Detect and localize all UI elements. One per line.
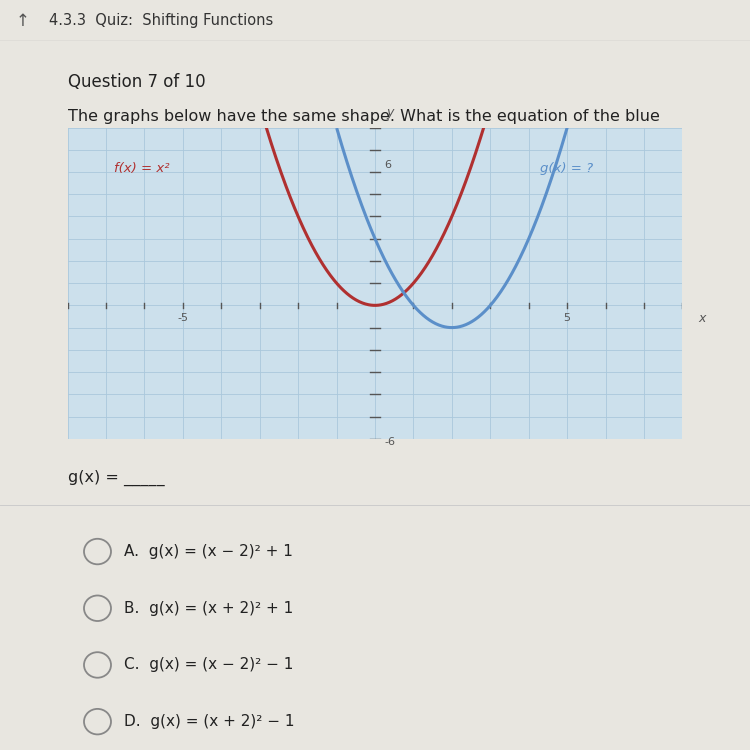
Text: -6: -6 [385, 436, 395, 446]
Text: ↑: ↑ [16, 12, 29, 29]
Text: graph?: graph? [68, 137, 123, 152]
Text: -5: -5 [177, 314, 188, 323]
Text: A.  g(x) = (x − 2)² + 1: A. g(x) = (x − 2)² + 1 [124, 544, 292, 559]
Text: Question 7 of 10: Question 7 of 10 [68, 74, 205, 92]
Text: D.  g(x) = (x + 2)² − 1: D. g(x) = (x + 2)² − 1 [124, 714, 294, 729]
Text: B.  g(x) = (x + 2)² + 1: B. g(x) = (x + 2)² + 1 [124, 601, 293, 616]
Text: x: x [698, 312, 705, 325]
Text: f(x) = x²: f(x) = x² [114, 162, 170, 175]
Text: The graphs below have the same shape. What is the equation of the blue: The graphs below have the same shape. Wh… [68, 109, 659, 124]
Text: 5: 5 [564, 314, 571, 323]
Text: C.  g(x) = (x − 2)² − 1: C. g(x) = (x − 2)² − 1 [124, 658, 293, 673]
Text: 6: 6 [385, 160, 392, 170]
Text: g(x) = _____: g(x) = _____ [68, 470, 164, 486]
Text: y: y [386, 106, 394, 118]
Text: g(x) = ?: g(x) = ? [540, 162, 593, 175]
Text: 4.3.3  Quiz:  Shifting Functions: 4.3.3 Quiz: Shifting Functions [49, 13, 273, 28]
